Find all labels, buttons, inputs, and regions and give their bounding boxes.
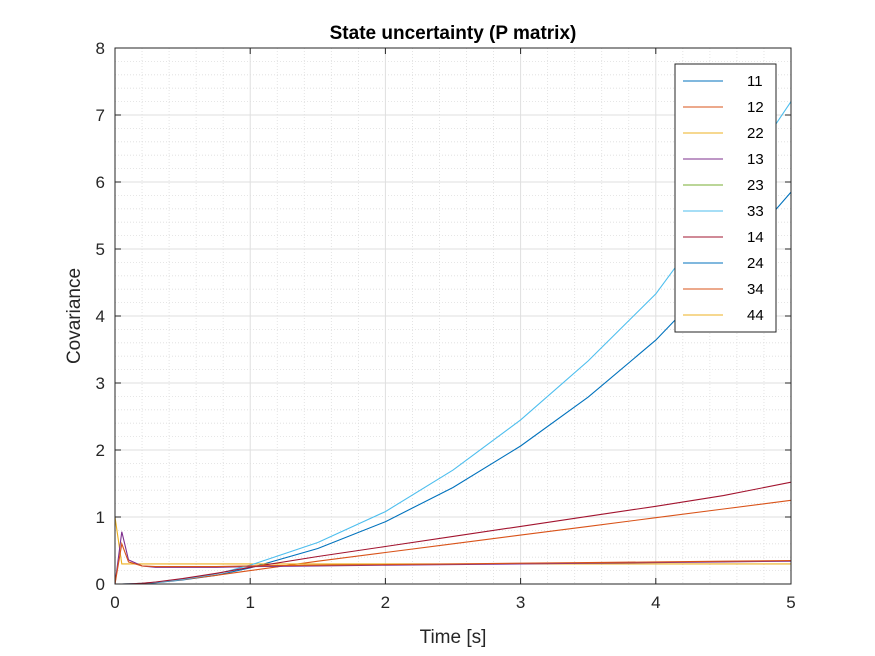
- x-tick-label: 3: [516, 593, 525, 612]
- x-tick-label: 2: [381, 593, 390, 612]
- legend: 11 12 22 13 23 33 14 24 34 44: [674, 63, 777, 333]
- x-axis-label: Time [s]: [420, 627, 487, 648]
- legend-label-23: 23: [747, 177, 764, 194]
- y-tick-label: 1: [96, 508, 105, 527]
- legend-label-14: 14: [747, 229, 764, 246]
- series-line-13: [114, 531, 792, 585]
- y-tick-label: 8: [96, 39, 105, 58]
- x-tick-label: 1: [245, 593, 254, 612]
- y-axis-label: Covariance: [64, 268, 85, 364]
- legend-label-13: 13: [747, 151, 764, 168]
- y-tick-label: 3: [96, 374, 105, 393]
- legend-box: [674, 63, 777, 333]
- legend-label-12: 12: [747, 99, 764, 116]
- chart-title: State uncertainty (P matrix): [330, 23, 577, 44]
- legend-label-34: 34: [747, 281, 764, 298]
- series-line-34: [114, 541, 792, 585]
- x-tick-label: 4: [651, 593, 660, 612]
- y-tick-label: 6: [96, 173, 105, 192]
- y-tick-label: 7: [96, 106, 105, 125]
- x-tick-label: 0: [110, 593, 119, 612]
- legend-label-33: 33: [747, 203, 764, 220]
- axis-ticks: [114, 47, 792, 585]
- legend-label-11: 11: [747, 73, 763, 90]
- y-tick-label: 4: [96, 307, 105, 326]
- y-tick-label: 0: [96, 575, 105, 594]
- legend-label-24: 24: [747, 255, 764, 272]
- y-tick-label: 2: [96, 441, 105, 460]
- legend-label-22: 22: [747, 125, 764, 142]
- y-tick-label: 5: [96, 240, 105, 259]
- x-tick-label: 5: [786, 593, 795, 612]
- legend-label-44: 44: [747, 307, 764, 324]
